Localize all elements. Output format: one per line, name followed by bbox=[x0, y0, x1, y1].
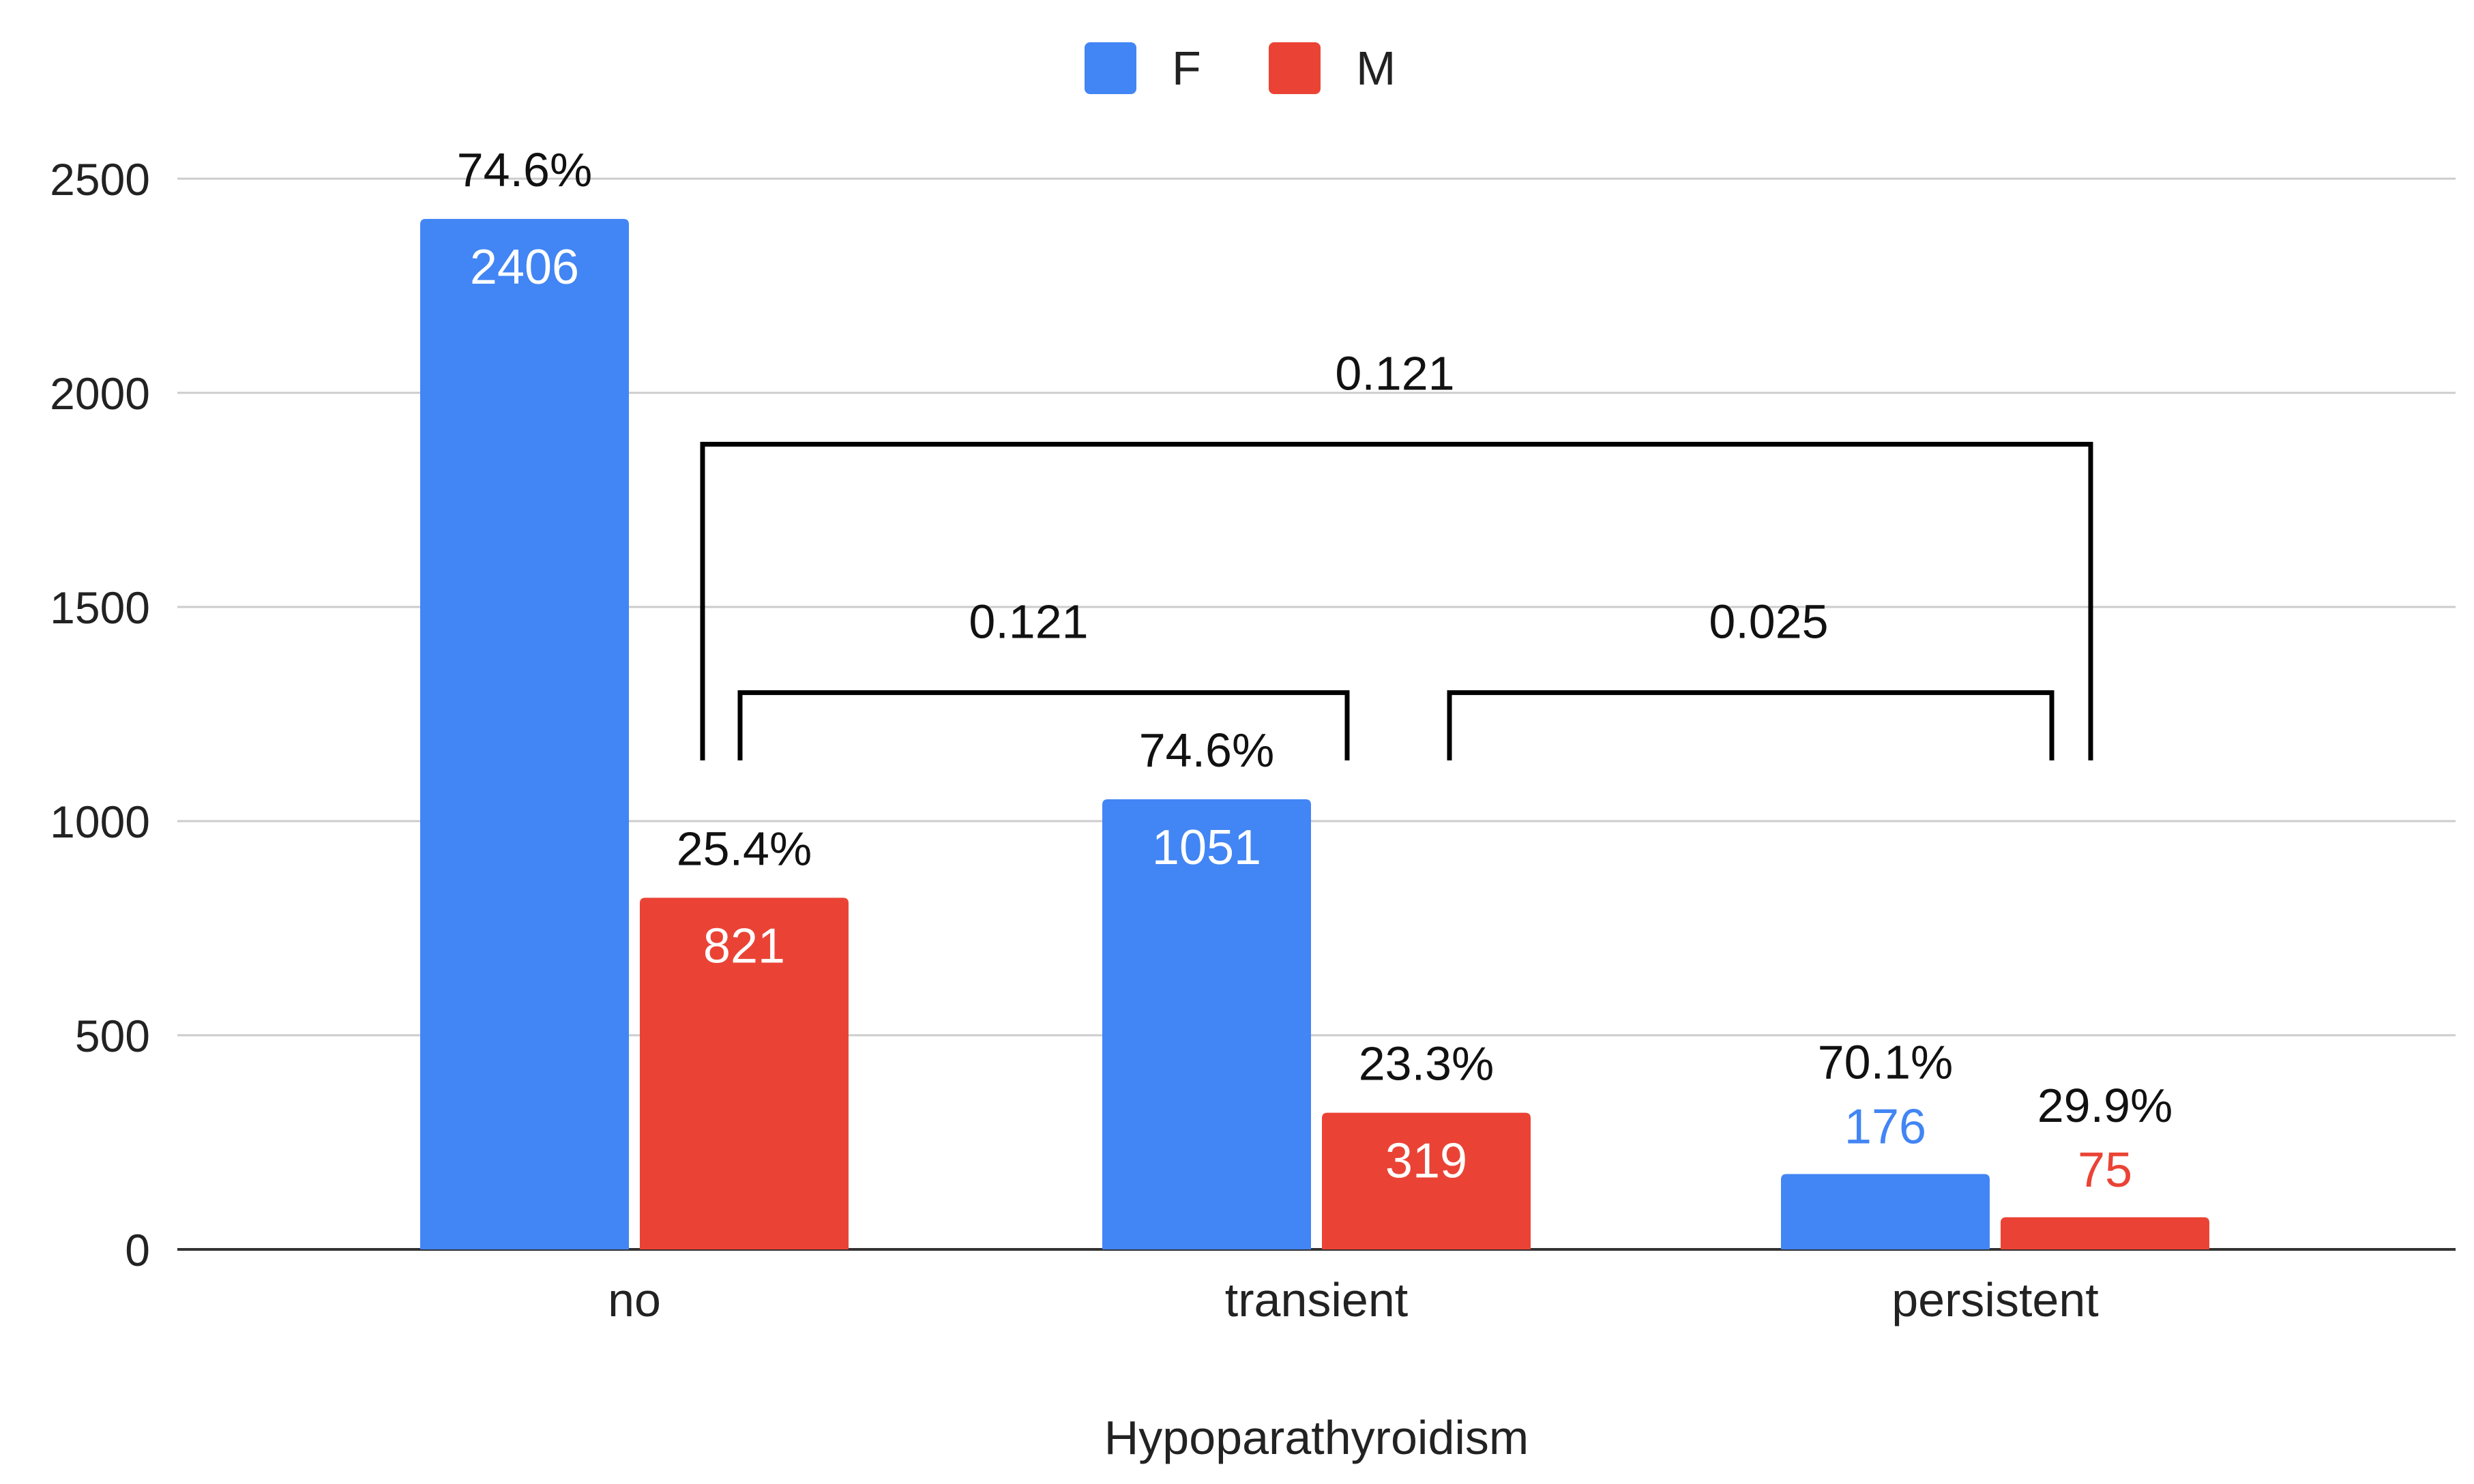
bar-F-no bbox=[420, 219, 629, 1250]
bar-value-label: 319 bbox=[1385, 1134, 1467, 1189]
significance-brackets bbox=[700, 441, 2093, 760]
bar-percent-label: 74.6% bbox=[457, 143, 592, 196]
legend-swatch-M bbox=[1269, 42, 1321, 94]
labels: 0 500 1000 1500 2000 2500 no transient persisten… bbox=[50, 143, 2173, 1326]
bar-percent-label: 25.4% bbox=[677, 822, 812, 875]
significance-bracket bbox=[700, 441, 2093, 760]
p-value-label: 0.121 bbox=[969, 595, 1088, 649]
legend-label: M bbox=[1356, 42, 1396, 95]
bar-value-label: 176 bbox=[1844, 1099, 1926, 1154]
bar-value-label: 75 bbox=[2078, 1143, 2132, 1198]
p-value-label: 0.121 bbox=[1335, 346, 1454, 400]
x-axis-title: Hypoparathyroidism bbox=[1104, 1411, 1529, 1464]
bar-F-persistent bbox=[1781, 1174, 1990, 1249]
y-tick-label: 1000 bbox=[50, 797, 150, 847]
bar-percent-label: 23.3% bbox=[1359, 1037, 1494, 1090]
bar-percent-label: 74.6% bbox=[1139, 724, 1274, 777]
bar-M-transient bbox=[1322, 1112, 1531, 1249]
x-tick-label: persistent bbox=[1891, 1273, 2098, 1326]
significance-bracket bbox=[737, 690, 1350, 760]
y-tick-label: 2000 bbox=[50, 368, 150, 419]
bar-percent-label: 70.1% bbox=[1818, 1035, 1953, 1088]
bar-percent-label: 29.9% bbox=[2037, 1079, 2173, 1132]
bar-value-label: 821 bbox=[703, 919, 785, 973]
bar-value-label: 1051 bbox=[1152, 820, 1261, 875]
bar-value-label: 2406 bbox=[470, 240, 579, 295]
bar-M-persistent bbox=[2001, 1217, 2209, 1249]
significance-bracket bbox=[1447, 690, 2055, 760]
legend-label: F bbox=[1172, 42, 1201, 95]
y-tick-label: 500 bbox=[75, 1011, 150, 1061]
y-tick-label: 1500 bbox=[50, 582, 150, 633]
y-tick-label: 2500 bbox=[50, 154, 150, 205]
p-value-label: 0.025 bbox=[1709, 595, 1828, 649]
y-tick-label: 0 bbox=[125, 1225, 150, 1275]
bar-M-no bbox=[640, 897, 849, 1249]
x-tick-label: transient bbox=[1225, 1273, 1408, 1326]
bar-F-transient bbox=[1102, 799, 1311, 1249]
legend-swatch-F bbox=[1085, 42, 1136, 94]
bars bbox=[420, 219, 2209, 1250]
x-tick-label: no bbox=[608, 1273, 661, 1326]
